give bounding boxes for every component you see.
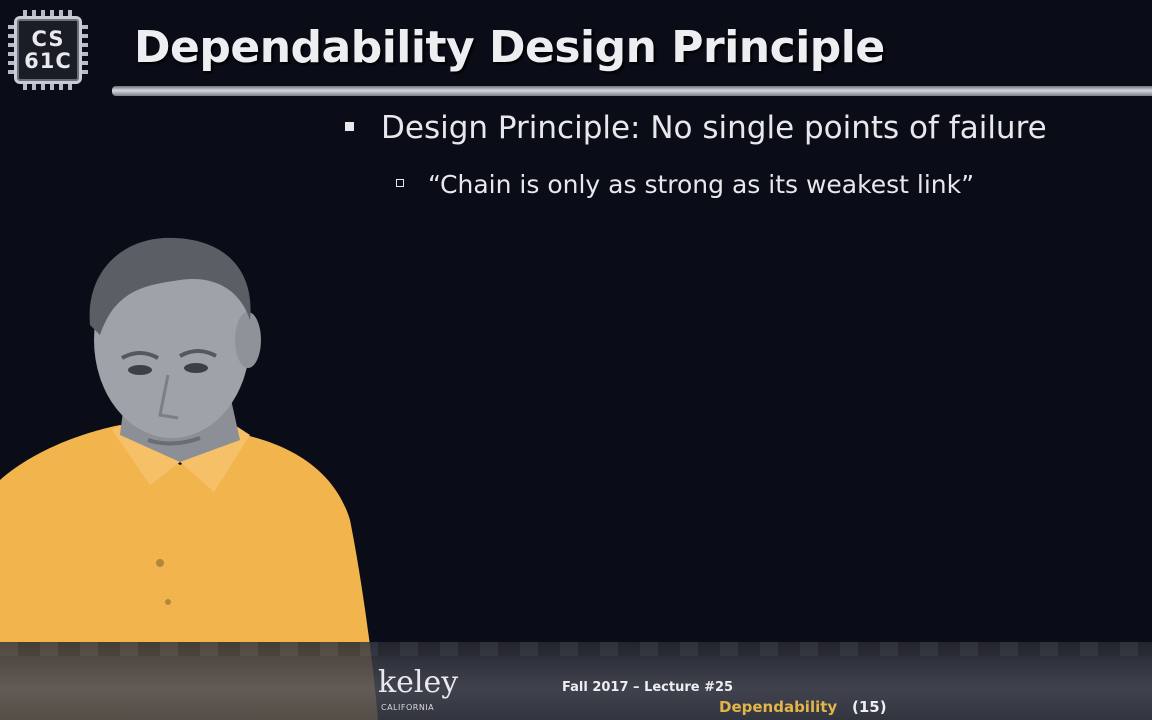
bullet-level-1: Design Principle: No single points of fa…: [345, 110, 1047, 146]
lecture-label: Fall 2017 – Lecture #25: [562, 680, 734, 695]
page-number: (15): [852, 698, 887, 716]
berkeley-logo: keley: [378, 665, 459, 700]
topic-label: Dependability: [719, 698, 838, 716]
berkeley-logo-subtext: CALIFORNIA: [381, 703, 435, 712]
bullet-1-text: Design Principle: No single points of fa…: [381, 110, 1047, 146]
logo-line-1: CS: [31, 27, 65, 51]
slide-title: Dependability Design Principle: [134, 22, 885, 73]
footer-band: [0, 642, 1152, 720]
logo-line-2: 61C: [24, 49, 72, 73]
square-bullet-icon: [345, 122, 354, 131]
bullet-level-2: “Chain is only as strong as its weakest …: [396, 170, 974, 199]
hollow-square-bullet-icon: [396, 179, 404, 187]
title-divider: [112, 86, 1152, 96]
bullet-2-text: “Chain is only as strong as its weakest …: [428, 170, 975, 199]
cs61c-chip-logo: CS 61C: [8, 10, 88, 90]
